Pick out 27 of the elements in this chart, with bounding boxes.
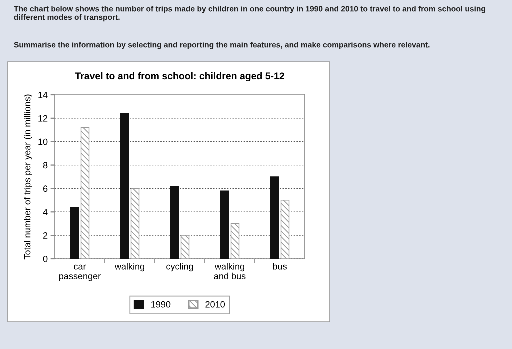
bar [120,113,130,259]
bar [280,200,290,259]
chart-title: Travel to and from school: children aged 5-12 [75,72,284,82]
y-tick-label: 0 [43,256,48,262]
bar [270,176,280,259]
x-tick-label: car passenger [60,264,101,282]
x-tick-label: walking and bus [214,263,246,280]
y-tick-label: 2 [43,232,48,239]
bar [220,190,230,259]
bar [230,224,240,259]
y-tick-label: 10 [38,138,48,146]
bar [80,127,90,259]
x-tick-label: cycling [166,263,194,272]
y-tick-label: 6 [43,186,48,192]
legend-label: 1990 [152,301,171,308]
x-tick-label: walking [114,263,144,272]
bar [180,235,190,259]
y-tick-label: 12 [38,115,48,122]
y-tick-label: 14 [38,92,48,98]
y-tick-label: 4 [43,209,48,216]
bar [70,207,80,259]
y-tick-label: 8 [43,162,48,169]
y-axis-title: Total number of trips per year (in millions) [24,94,32,260]
bar [170,186,180,259]
x-tick-label: bus [273,263,287,270]
legend-label: 2010 [206,301,226,308]
bar [130,188,140,259]
